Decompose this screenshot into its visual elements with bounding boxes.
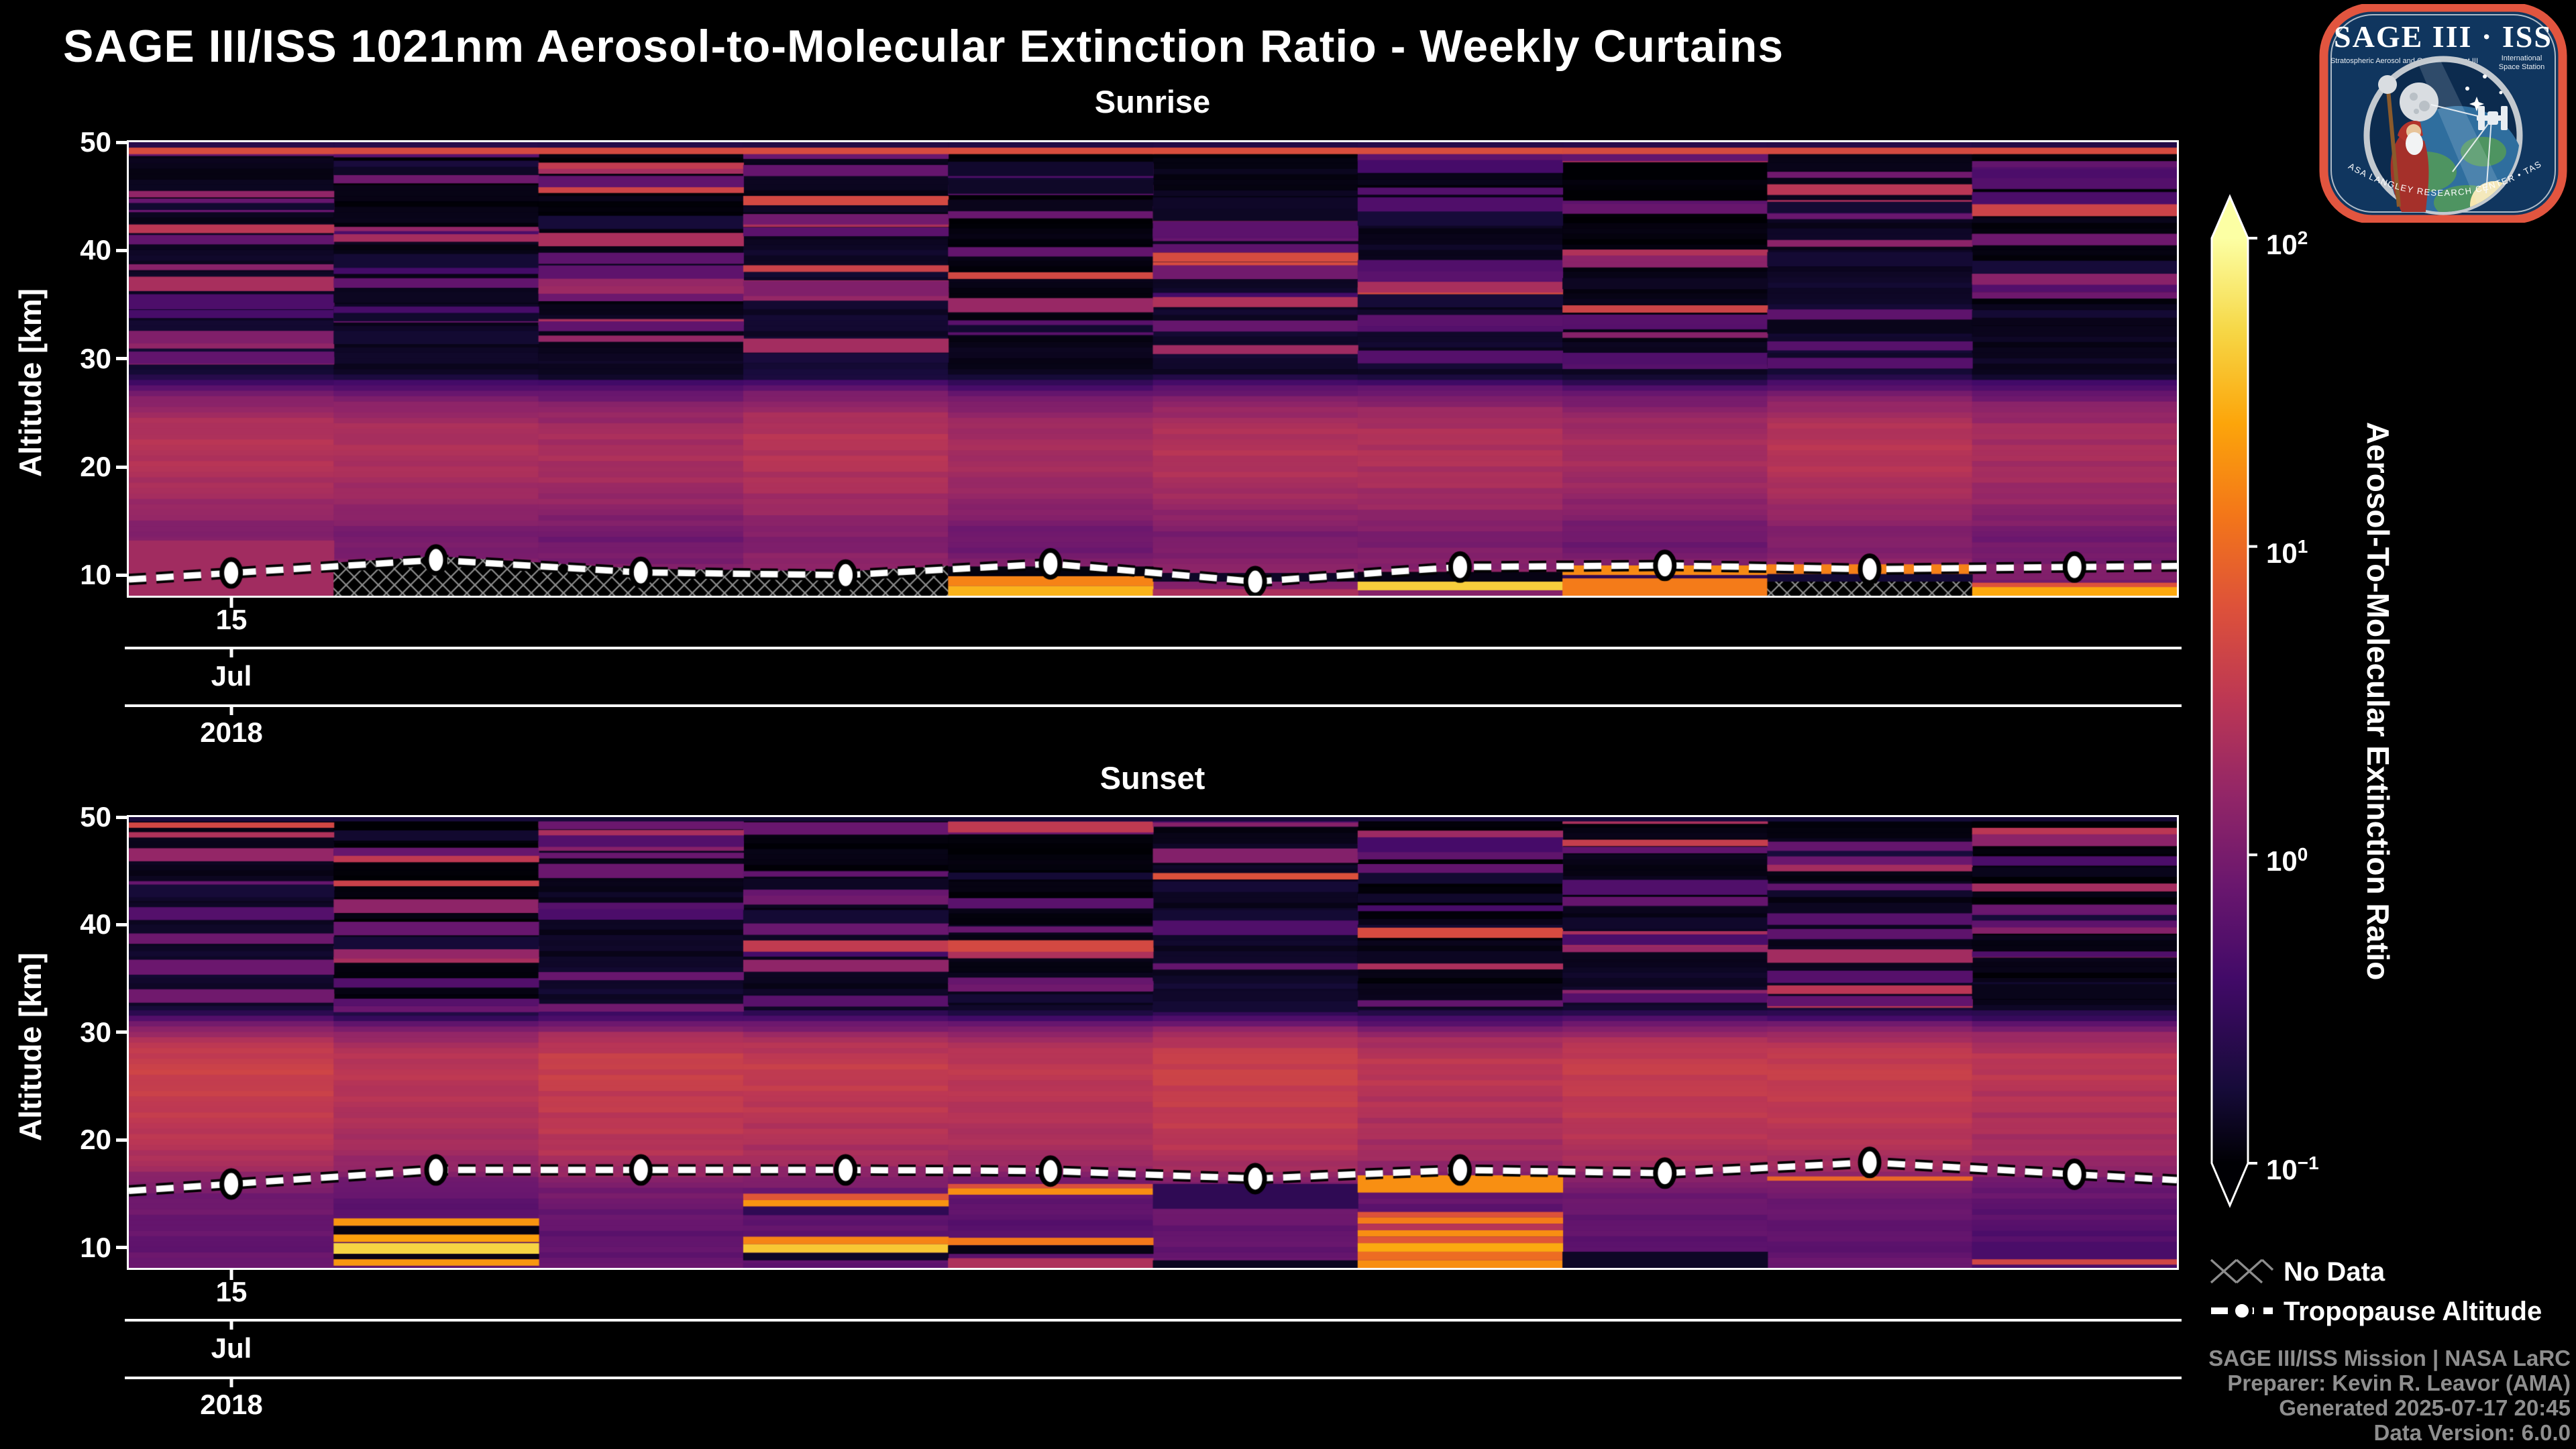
colorbar-tick-label: 10−1 — [2266, 1152, 2319, 1185]
y-tick-label: 20 — [80, 451, 111, 482]
y-tick-label: 10 — [80, 559, 111, 591]
tropopause-line-swatch — [2211, 1300, 2273, 1322]
sunset-axis-rule-month — [125, 1319, 2182, 1322]
logo-iss — [2477, 106, 2508, 130]
sunset-axis-rule-year — [125, 1377, 2182, 1379]
sunrise-year-tick — [229, 707, 233, 715]
sunset-panel-frame — [127, 815, 2179, 1270]
logo-wizard — [2378, 75, 2429, 212]
logo-stars — [2465, 74, 2503, 111]
sunrise-x-tick-month: Jul — [211, 660, 252, 692]
colorbar-tick-marks — [2248, 237, 2257, 1165]
y-tick-mark — [116, 1246, 129, 1250]
footer-preparer: Preparer: Kevin R. Leavor (AMA) — [2227, 1371, 2571, 1395]
y-tick-label: 50 — [80, 801, 111, 833]
sunset-x-tick-month: Jul — [211, 1332, 252, 1364]
y-tick-mark — [116, 815, 129, 819]
y-tick-mark — [116, 1030, 129, 1034]
footer-mission: SAGE III/ISS Mission | NASA LaRC — [2208, 1346, 2571, 1371]
y-tick-label: 20 — [80, 1124, 111, 1156]
colorbar-tick-label: 102 — [2266, 227, 2308, 260]
logo-light-beam — [2419, 59, 2520, 212]
sunrise-axis-rule-month — [125, 647, 2182, 649]
footer-generated: Generated 2025-07-17 20:45 — [2279, 1395, 2571, 1420]
legend-tropopause-label: Tropopause Altitude — [2284, 1297, 2542, 1326]
logo-moon — [2400, 83, 2438, 121]
sunrise-month-tick — [229, 649, 233, 657]
sunset-heatmap-canvas — [129, 817, 2177, 1268]
sunrise-heatmap-canvas — [129, 142, 2177, 596]
colorbar-tick-label: 101 — [2266, 535, 2308, 569]
sunset-x-tick-day: 15 — [215, 1276, 248, 1307]
page-title: SAGE III/ISS 1021nm Aerosol-to-Molecular… — [63, 21, 1784, 72]
y-tick-label: 50 — [80, 126, 111, 158]
mission-logo: SAGE III · ISS Stratospheric Aerosol and… — [2318, 4, 2567, 223]
y-tick-mark — [116, 140, 129, 144]
sunrise-y-axis-label: Altitude [km] — [13, 288, 48, 477]
y-tick-label: 40 — [80, 234, 111, 266]
y-tick-mark — [116, 573, 129, 577]
y-tick-mark — [116, 357, 129, 361]
colorbar-gradient-bar — [2210, 194, 2249, 1208]
sunset-x-tick-year: 2018 — [200, 1389, 263, 1420]
y-tick-label: 30 — [80, 1016, 111, 1048]
y-tick-label: 10 — [80, 1231, 111, 1263]
colorbar-tick-label: 100 — [2266, 844, 2308, 877]
colorbar — [2210, 194, 2257, 1208]
sunset-x-tick — [229, 1270, 233, 1280]
y-tick-label: 40 — [80, 908, 111, 941]
logo-title: SAGE III · ISS — [2334, 19, 2553, 54]
sunset-year-tick — [229, 1379, 233, 1387]
no-data-hatch-swatch — [2210, 1258, 2274, 1284]
logo-subtitle-right2: Space Station — [2499, 63, 2545, 71]
y-tick-label: 30 — [80, 342, 111, 374]
y-tick-mark — [116, 465, 129, 469]
sunrise-x-tick — [229, 598, 233, 608]
panel-title-sunrise: Sunrise — [1094, 84, 1211, 119]
panel-title-sunset: Sunset — [1099, 760, 1205, 796]
sunrise-panel-frame — [127, 140, 2179, 598]
logo-subtitle-right1: International — [2502, 54, 2542, 62]
colorbar-axis-label: Aerosol-To-Molecular Extinction Ratio — [2361, 421, 2396, 981]
legend-no-data-label: No Data — [2284, 1257, 2385, 1287]
sunset-month-tick — [229, 1322, 233, 1330]
footer-credits: SAGE III/ISS Mission | NASA LaRC Prepare… — [1766, 1346, 2571, 1445]
sunrise-x-tick-year: 2018 — [200, 716, 263, 748]
y-tick-mark — [116, 248, 129, 252]
sunrise-x-tick-day: 15 — [215, 604, 248, 635]
footer-data-version: Data Version: 6.0.0 — [2373, 1420, 2571, 1445]
sunrise-axis-rule-year — [125, 704, 2182, 707]
y-tick-mark — [116, 1138, 129, 1142]
y-tick-mark — [116, 922, 129, 926]
